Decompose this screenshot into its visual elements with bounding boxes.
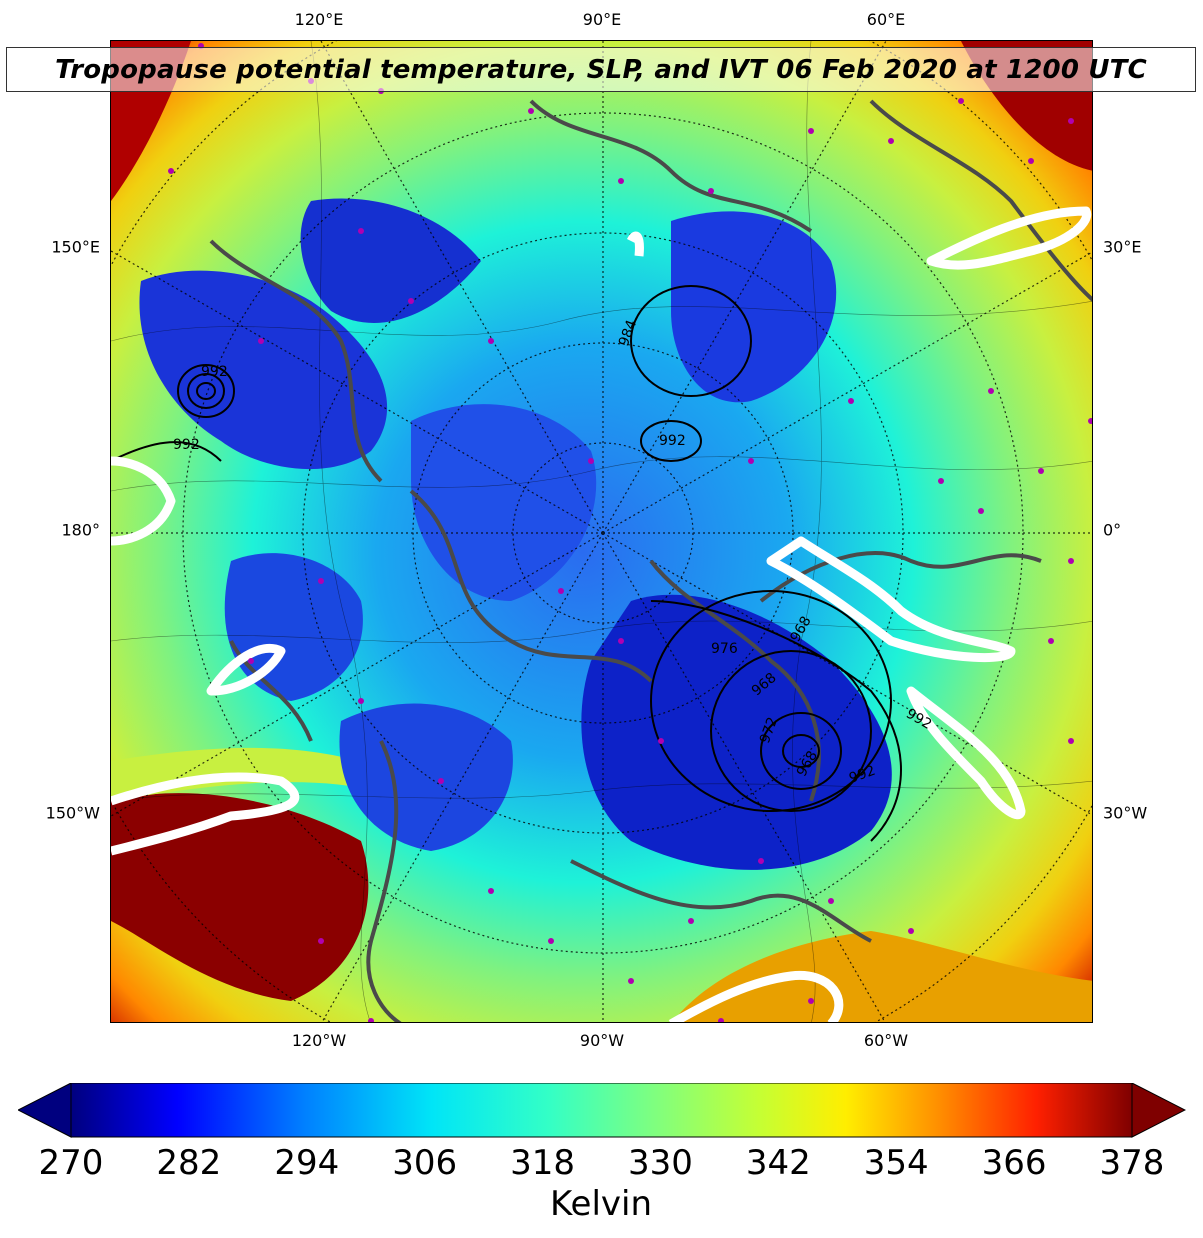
colorbar-tick-label: 378 <box>1099 1143 1165 1183</box>
lon-label-top: 60°E <box>866 10 906 29</box>
lon-label-left: 150°E <box>51 237 100 257</box>
cold-lobe-northwest <box>300 198 481 323</box>
map-canvas: 992 992 984 992 976 968 972 968 992 992 … <box>111 41 1092 1022</box>
colorbar-min-arrow <box>18 1083 72 1138</box>
lon-label-bottom: 120°W <box>291 1031 347 1050</box>
colorbar-max-arrow <box>1131 1083 1186 1138</box>
colorbar-tick-label: 294 <box>274 1143 340 1183</box>
colorbar-tick-label: 354 <box>863 1143 929 1183</box>
slp-label: 976 <box>711 641 738 657</box>
ivt-contours <box>111 206 1092 1022</box>
lon-label-top: 90°E <box>582 10 622 29</box>
cold-lobe-central <box>411 404 597 601</box>
map-title-box: Tropopause potential temperature, SLP, a… <box>6 47 1196 92</box>
colorbar-label: Kelvin <box>549 1184 653 1224</box>
lon-label-left: 150°W <box>45 803 100 823</box>
colorbar-tick-label: 330 <box>627 1143 693 1183</box>
colorbar-tick-label: 366 <box>981 1143 1047 1183</box>
lon-label-right: 30°W <box>1103 803 1148 823</box>
lon-label-right: 0° <box>1103 520 1122 540</box>
colorbar-tick-label: 270 <box>38 1143 104 1183</box>
colorbar-tick-label: 342 <box>745 1143 811 1183</box>
slp-contours <box>111 285 902 842</box>
lon-label-bottom: 90°W <box>579 1031 625 1050</box>
warm-region-bottom-right <box>672 931 1092 1022</box>
map-title: Tropopause potential temperature, SLP, a… <box>55 54 1147 85</box>
slp-label: 992 <box>659 433 686 449</box>
temperature-contours <box>111 41 1092 1022</box>
cold-lobe-north <box>671 211 837 403</box>
cold-lobe-southwest <box>224 553 363 701</box>
lon-label-bottom: 60°W <box>863 1031 909 1050</box>
lon-label-top: 120°E <box>294 10 344 29</box>
colorbar <box>18 1083 1186 1138</box>
warm-region-bottom-left <box>111 793 369 1001</box>
lon-label-right: 30°E <box>1103 237 1142 257</box>
slp-label: 992 <box>201 364 228 380</box>
map-panel: 992 992 984 992 976 968 972 968 992 992 … <box>110 40 1093 1023</box>
colorbar-tick-label: 282 <box>156 1143 222 1183</box>
graticule <box>111 41 1092 1022</box>
station-markers <box>168 43 1092 1022</box>
lon-label-left: 180° <box>61 520 100 540</box>
colorbar-tick-label: 318 <box>510 1143 575 1183</box>
colorbar-gradient <box>70 1083 1133 1138</box>
colorbar-tick-label: 306 <box>392 1143 458 1183</box>
slp-label: 992 <box>173 437 200 453</box>
